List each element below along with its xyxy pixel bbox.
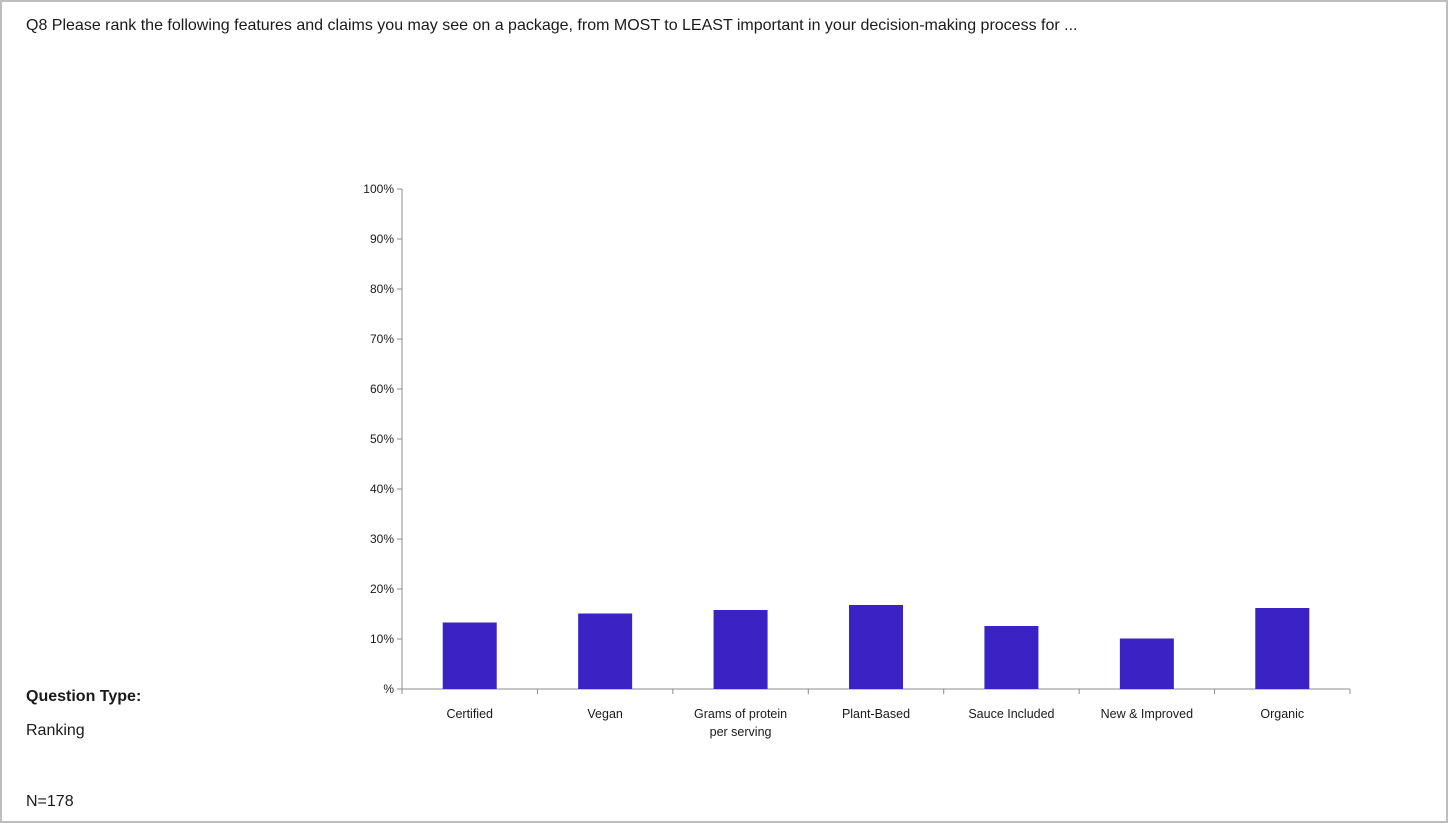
- y-tick-label: 40%: [370, 482, 394, 496]
- category-labels: Certified Vegan Grams of protein per servin…: [446, 707, 1304, 739]
- y-tick-label: 90%: [370, 232, 394, 246]
- question-type-label: Question Type:: [26, 688, 142, 705]
- bar: [984, 626, 1039, 689]
- bar: [1119, 638, 1174, 689]
- x-tick-label: Plant-Based: [842, 707, 910, 721]
- x-tick-label: New & Improved: [1101, 707, 1193, 721]
- question-text: Q8 Please rank the following features an…: [26, 17, 1078, 34]
- bar-series: [442, 605, 1310, 689]
- y-tick-label: 70%: [370, 332, 394, 346]
- x-tick-label: Grams of protein per serving: [694, 707, 787, 739]
- y-axis: % 10% 20% 30% 40% 50% 60% 70% 80% 90% 100%: [363, 182, 403, 696]
- x-tick-label: Certified: [446, 707, 493, 721]
- bar: [442, 622, 497, 689]
- x-tick-label: Organic: [1260, 707, 1304, 721]
- x-tick-label: Sauce Included: [968, 707, 1054, 721]
- x-tick-label: Vegan: [587, 707, 623, 721]
- sample-size: N=178: [26, 793, 74, 810]
- y-tick-label: 50%: [370, 432, 394, 446]
- y-tick-label: %: [383, 682, 394, 696]
- bar: [713, 610, 768, 689]
- y-tick-label: 30%: [370, 532, 394, 546]
- bar: [849, 605, 903, 689]
- question-type-value: Ranking: [26, 722, 85, 739]
- y-tick-label: 60%: [370, 382, 394, 396]
- y-tick-label: 80%: [370, 282, 394, 296]
- y-tick-label: 10%: [370, 632, 394, 646]
- y-tick-label: 100%: [363, 182, 394, 196]
- x-axis: [401, 688, 1351, 694]
- bar: [1255, 608, 1310, 689]
- bar: [578, 613, 633, 689]
- y-tick-label: 20%: [370, 582, 394, 596]
